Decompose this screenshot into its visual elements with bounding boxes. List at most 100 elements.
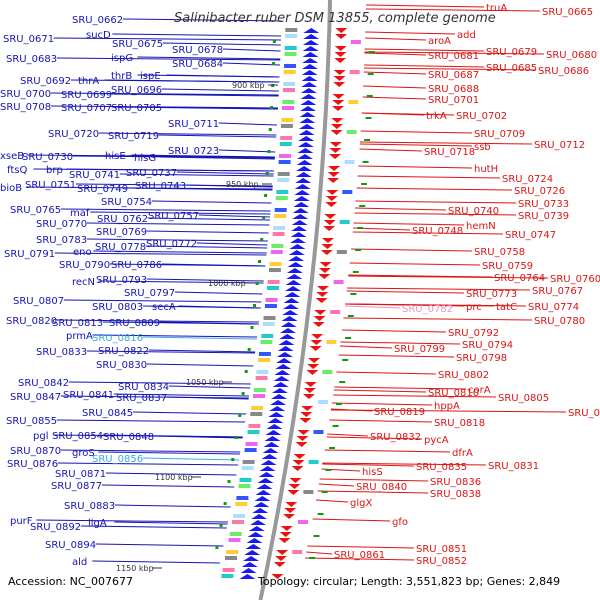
reverse-gene-label[interactable]: hemN xyxy=(466,221,496,232)
forward-gene-label[interactable]: ispE xyxy=(140,71,161,82)
forward-gene-label[interactable]: SRU_0807 xyxy=(13,296,64,307)
reverse-gene-label[interactable]: SRU_0767 xyxy=(532,286,583,297)
reverse-gene-label[interactable]: SRU_0852 xyxy=(416,556,467,567)
reverse-gene-label[interactable]: SRU_0679 xyxy=(486,47,537,58)
forward-gene-label[interactable]: prmA xyxy=(66,331,93,342)
reverse-gene-label[interactable]: SRU_0687 xyxy=(428,70,479,81)
reverse-gene-label[interactable]: SRU_0688 xyxy=(428,84,479,95)
reverse-gene-label[interactable]: glgX xyxy=(350,498,372,509)
forward-gene-label[interactable]: SRU_0737 xyxy=(126,168,177,179)
reverse-gene-label[interactable]: SRU_0709 xyxy=(474,129,525,140)
forward-gene-label[interactable]: groS xyxy=(72,448,95,459)
forward-gene-label[interactable]: SRU_0675 xyxy=(112,39,163,50)
forward-gene-label[interactable]: SRU_0743 xyxy=(135,181,186,192)
forward-gene-label[interactable]: SRU_0683 xyxy=(6,54,57,65)
forward-gene-label[interactable]: SRU_0834 xyxy=(118,382,169,393)
reverse-gene-label[interactable]: SRU_0805 xyxy=(498,393,549,404)
reverse-gene-label[interactable]: SRU_0840 xyxy=(356,482,407,493)
forward-gene-label[interactable]: SRU_0837 xyxy=(116,393,167,404)
reverse-gene-label[interactable]: SRU_0835 xyxy=(416,462,467,473)
reverse-gene-label[interactable]: SRU_0681 xyxy=(428,51,479,62)
reverse-gene-label[interactable]: add xyxy=(457,30,476,41)
reverse-gene-label[interactable]: prc xyxy=(466,302,482,313)
reverse-gene-label[interactable]: SRU_0782 xyxy=(402,304,453,315)
forward-gene-label[interactable]: SRU_0749 xyxy=(77,184,128,195)
reverse-gene-label[interactable]: SRU_0759 xyxy=(482,261,533,272)
forward-gene-label[interactable]: SRU_0797 xyxy=(124,288,175,299)
forward-gene-label[interactable]: brp xyxy=(46,165,63,176)
reverse-gene-label[interactable]: SRU_0680 xyxy=(546,50,597,61)
forward-gene-label[interactable]: SRU_0754 xyxy=(101,197,152,208)
reverse-gene-label[interactable]: SRU_0799 xyxy=(394,344,445,355)
reverse-gene-label[interactable]: SRU_0740 xyxy=(448,206,499,217)
reverse-gene-label[interactable]: SRU_0718 xyxy=(424,147,475,158)
forward-gene-label[interactable]: SRU_0833 xyxy=(36,347,87,358)
reverse-gene-label[interactable]: SRU_0685 xyxy=(486,63,537,74)
forward-gene-label[interactable]: SRU_0871 xyxy=(55,469,106,480)
reverse-gene-label[interactable]: SRU_0806 xyxy=(568,408,600,419)
reverse-gene-label[interactable]: aroA xyxy=(428,36,451,47)
reverse-gene-label[interactable]: SRU_0686 xyxy=(538,66,589,77)
forward-gene-label[interactable]: SRU_0855 xyxy=(6,416,57,427)
forward-gene-label[interactable]: SRU_0813 xyxy=(52,318,103,329)
forward-gene-label[interactable]: SRU_0765 xyxy=(10,205,61,216)
forward-gene-label[interactable]: SRU_0845 xyxy=(82,408,133,419)
forward-gene-label[interactable]: SRU_0830 xyxy=(96,360,147,371)
forward-gene-label[interactable]: thrB xyxy=(111,71,132,82)
forward-gene-label[interactable]: SRU_0793 xyxy=(96,275,147,286)
reverse-gene-label[interactable]: SRU_0726 xyxy=(514,186,565,197)
reverse-gene-label[interactable]: ssb xyxy=(474,142,491,153)
forward-gene-label[interactable]: SRU_0778 xyxy=(95,242,146,253)
forward-gene-label[interactable]: SRU_0847 xyxy=(10,392,61,403)
forward-gene-label[interactable]: ftsQ xyxy=(7,165,27,176)
reverse-gene-label[interactable]: SRU_0760 xyxy=(550,274,600,285)
forward-gene-label[interactable]: SRU_0783 xyxy=(36,235,87,246)
forward-gene-label[interactable]: pgl xyxy=(33,431,48,442)
reverse-gene-label[interactable]: SRU_0758 xyxy=(474,247,525,258)
forward-gene-label[interactable]: SRU_0692 xyxy=(20,76,71,87)
reverse-gene-label[interactable]: SRU_0861 xyxy=(334,550,385,561)
forward-gene-label[interactable]: xseB xyxy=(0,151,24,162)
forward-gene-label[interactable]: SRU_0699 xyxy=(61,90,112,101)
forward-gene-label[interactable]: SRU_0711 xyxy=(168,119,219,130)
forward-gene-label[interactable]: SRU_0877 xyxy=(51,481,102,492)
reverse-gene-label[interactable]: SRU_0798 xyxy=(456,353,507,364)
forward-gene-label[interactable]: SRU_0856 xyxy=(92,454,143,465)
forward-gene-label[interactable]: eno xyxy=(73,247,92,258)
reverse-gene-label[interactable]: SRU_0747 xyxy=(505,230,556,241)
forward-gene-label[interactable]: maf xyxy=(70,208,90,219)
forward-gene-label[interactable]: SRU_0723 xyxy=(168,146,219,157)
forward-gene-label[interactable]: purF xyxy=(10,516,33,527)
forward-gene-label[interactable]: SRU_0892 xyxy=(30,522,81,533)
forward-gene-label[interactable]: ald xyxy=(72,557,87,568)
forward-gene-label[interactable]: SRU_0720 xyxy=(48,129,99,140)
forward-gene-label[interactable]: SRU_0678 xyxy=(172,45,223,56)
reverse-gene-label[interactable]: truA xyxy=(486,3,507,14)
reverse-gene-label[interactable]: SRU_0773 xyxy=(466,289,517,300)
reverse-gene-label[interactable]: SRU_0851 xyxy=(416,544,467,555)
reverse-gene-label[interactable]: SRU_0665 xyxy=(542,7,593,18)
forward-gene-label[interactable]: SRU_0786 xyxy=(111,260,162,271)
forward-gene-label[interactable]: SRU_0684 xyxy=(172,59,223,70)
forward-gene-label[interactable]: SRU_0822 xyxy=(98,346,149,357)
reverse-gene-label[interactable]: SRU_0702 xyxy=(456,111,507,122)
reverse-gene-label[interactable]: dfrA xyxy=(452,448,473,459)
reverse-gene-label[interactable]: SRU_0818 xyxy=(434,418,485,429)
reverse-gene-label[interactable]: SRU_0832 xyxy=(370,432,421,443)
reverse-gene-label[interactable]: gfo xyxy=(392,517,408,528)
reverse-gene-label[interactable]: SRU_0724 xyxy=(502,174,553,185)
forward-gene-label[interactable]: SRU_0671 xyxy=(3,34,54,45)
forward-gene-label[interactable]: thrA xyxy=(78,76,99,87)
reverse-gene-label[interactable]: SRU_0739 xyxy=(518,211,569,222)
forward-gene-label[interactable]: recN xyxy=(72,277,95,288)
forward-gene-label[interactable]: SRU_0730 xyxy=(22,152,73,163)
forward-gene-label[interactable]: SRU_0662 xyxy=(72,15,123,26)
reverse-gene-label[interactable]: corA xyxy=(468,385,491,396)
forward-gene-label[interactable]: sucD xyxy=(86,30,111,41)
forward-gene-label[interactable]: SRU_0719 xyxy=(108,131,159,142)
reverse-gene-label[interactable]: SRU_0748 xyxy=(412,226,463,237)
forward-gene-label[interactable]: SRU_0854 xyxy=(52,431,103,442)
forward-gene-label[interactable]: SRU_0809 xyxy=(109,318,160,329)
forward-gene-label[interactable]: SRU_0803 xyxy=(92,302,143,313)
forward-gene-label[interactable]: SRU_0790 xyxy=(59,260,110,271)
